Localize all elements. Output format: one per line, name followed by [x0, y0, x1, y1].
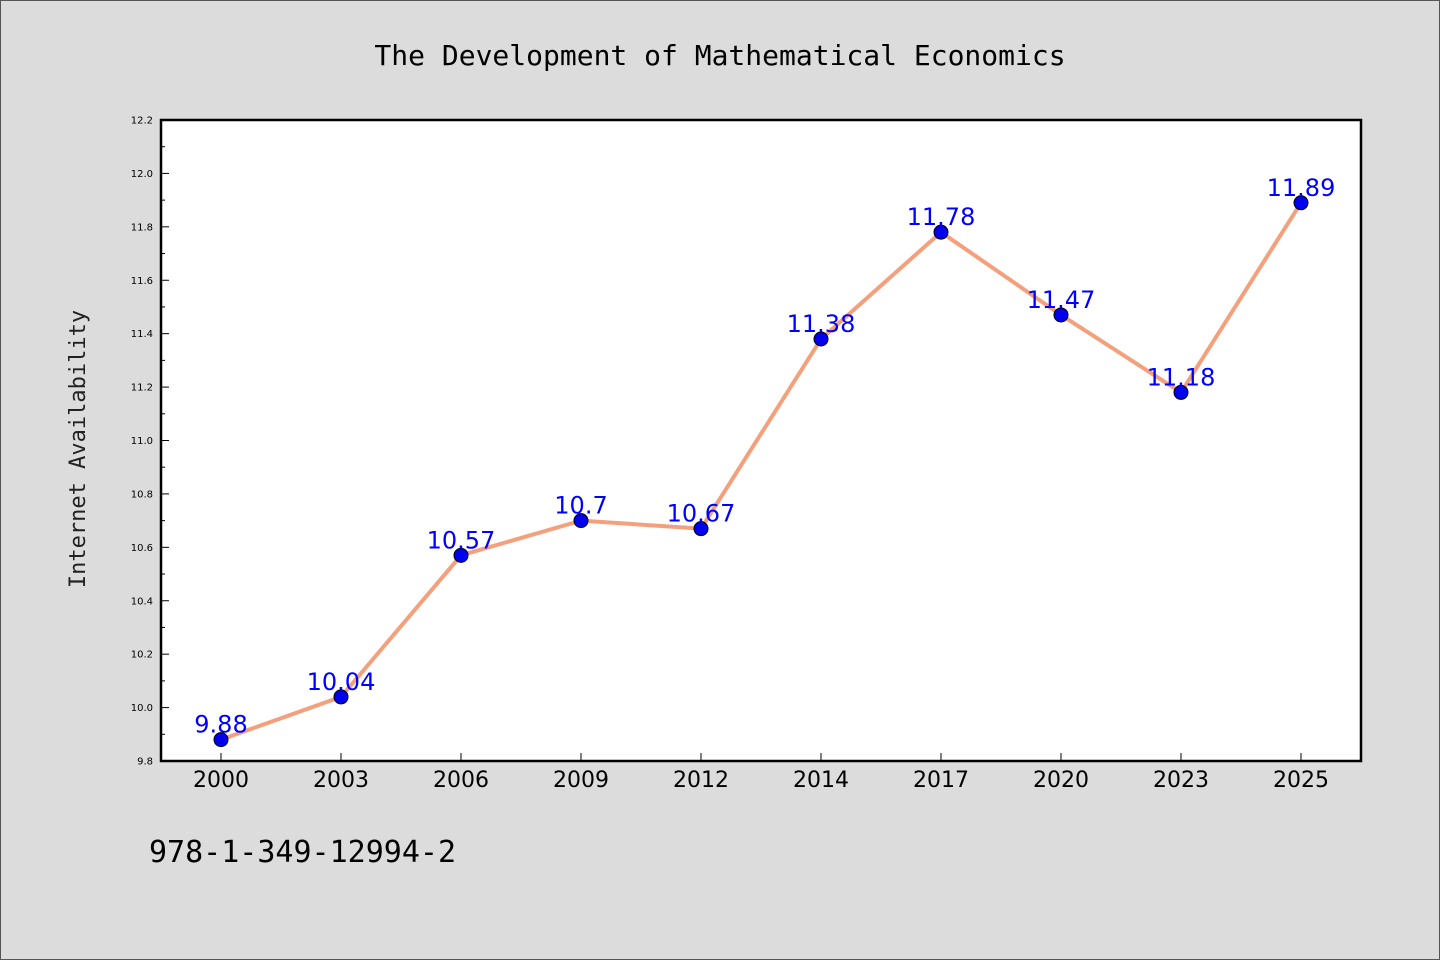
x-tick-label: 2006 [433, 768, 489, 793]
footer-code: 978-1-349-12994-2 [149, 835, 457, 870]
data-label: 9.88 [194, 711, 247, 739]
x-tick-label: 2023 [1153, 768, 1209, 793]
x-tick-label: 2000 [193, 768, 249, 793]
data-label: 11.38 [787, 310, 856, 338]
y-tick-label: 11.2 [131, 383, 153, 394]
y-axis-label: Internet Availability [66, 310, 91, 588]
y-tick-label: 12.2 [131, 116, 153, 127]
y-tick-label: 11.6 [131, 276, 153, 287]
plot-area [159, 118, 1363, 763]
data-point [693, 521, 709, 537]
data-label: 10.04 [307, 668, 376, 696]
y-tick-label: 11.0 [131, 436, 153, 447]
data-point [573, 513, 589, 529]
series-line [213, 195, 1309, 748]
data-point [453, 547, 469, 563]
x-tick-label: 2017 [913, 768, 969, 793]
x-tick-label: 2003 [313, 768, 369, 793]
data-point [1053, 307, 1069, 323]
data-point [1173, 384, 1189, 400]
y-tick-label: 10.2 [131, 650, 153, 661]
x-tick-label: 2020 [1033, 768, 1089, 793]
y-axis-ticks: 9.8 10.0 10.2 10.4 10.6 10.8 11.0 11.2 11.4 11.6 1… [131, 116, 169, 768]
data-label: 11.78 [907, 203, 976, 231]
x-axis-ticks: 2000 2003 2006 2009 2012 2014 2017 2020 2023 2025 [193, 753, 1329, 793]
x-tick-label: 2012 [673, 768, 729, 793]
data-point [933, 224, 949, 240]
y-tick-label: 9.8 [137, 757, 153, 768]
data-labels: 9.88 10.04 10.57 10.7 10.67 11.38 11.78 11.47 11… [194, 174, 1335, 739]
data-point [1293, 195, 1309, 211]
y-tick-label: 11.8 [131, 222, 153, 233]
x-tick-label: 2009 [553, 768, 609, 793]
y-tick-label: 10.8 [131, 489, 153, 500]
data-label: 10.7 [554, 492, 607, 520]
data-point [213, 732, 229, 748]
series-polyline [220, 201, 1303, 742]
data-point [813, 331, 829, 347]
y-tick-label: 10.4 [131, 596, 153, 607]
data-point [333, 689, 349, 705]
data-label: 11.89 [1267, 174, 1336, 202]
y-tick-label: 10.6 [131, 543, 153, 554]
x-tick-label: 2014 [793, 768, 849, 793]
data-label: 10.67 [667, 500, 736, 528]
data-label: 11.18 [1147, 363, 1216, 391]
y-tick-label: 10.0 [131, 703, 153, 714]
y-tick-label: 11.4 [131, 329, 153, 340]
data-label: 10.57 [427, 526, 496, 554]
x-tick-label: 2025 [1273, 768, 1329, 793]
y-tick-label: 12.0 [131, 169, 153, 180]
data-label: 11.47 [1027, 286, 1096, 314]
chart-title: The Development of Mathematical Economic… [374, 39, 1065, 72]
